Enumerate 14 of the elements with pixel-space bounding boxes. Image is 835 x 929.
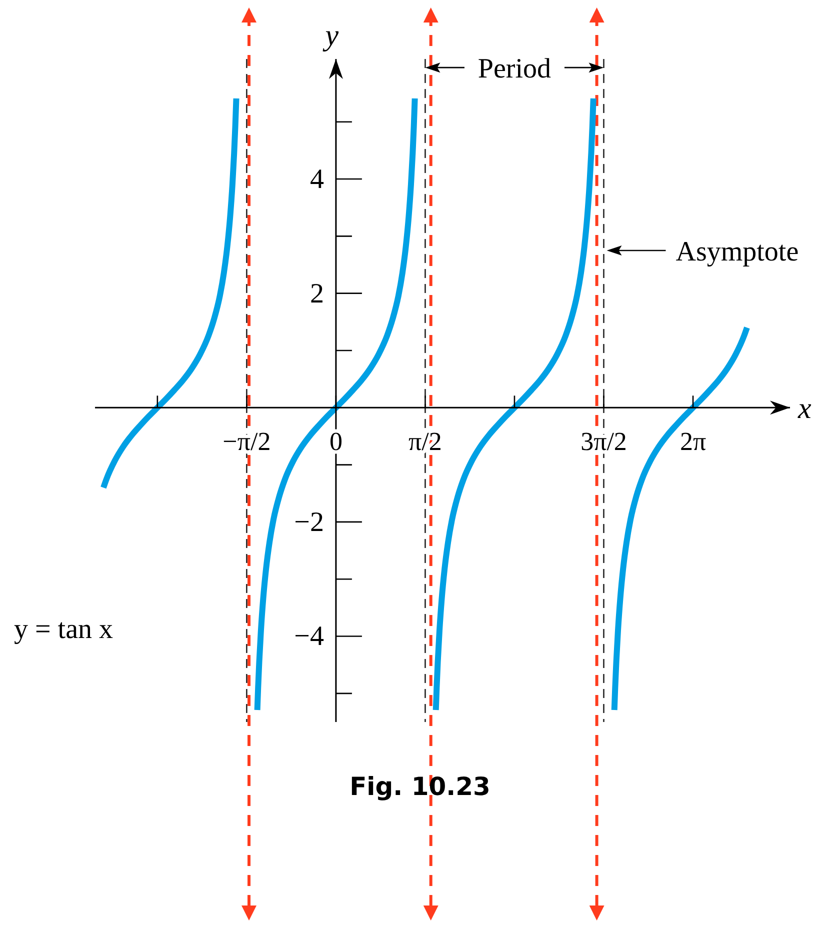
caption: Fig. 10.23 [350,772,490,801]
y-tick-label: 2 [310,278,324,310]
y-tick-label: 4 [310,164,324,195]
y-tick-label: −4 [294,621,324,652]
text: y = tan x [14,614,113,645]
x-tick-label: 2π [680,427,706,456]
x-tick-label: −π/2 [222,427,271,456]
annotation: Period [478,53,552,84]
x-tick-label: π/2 [408,427,442,456]
annotation: Asymptote [676,236,799,268]
y-axis-title: y [322,19,340,52]
y-tick-label: −2 [294,506,324,538]
x-axis-title: x [797,392,812,426]
x-tick-label: 3π/2 [580,427,627,456]
